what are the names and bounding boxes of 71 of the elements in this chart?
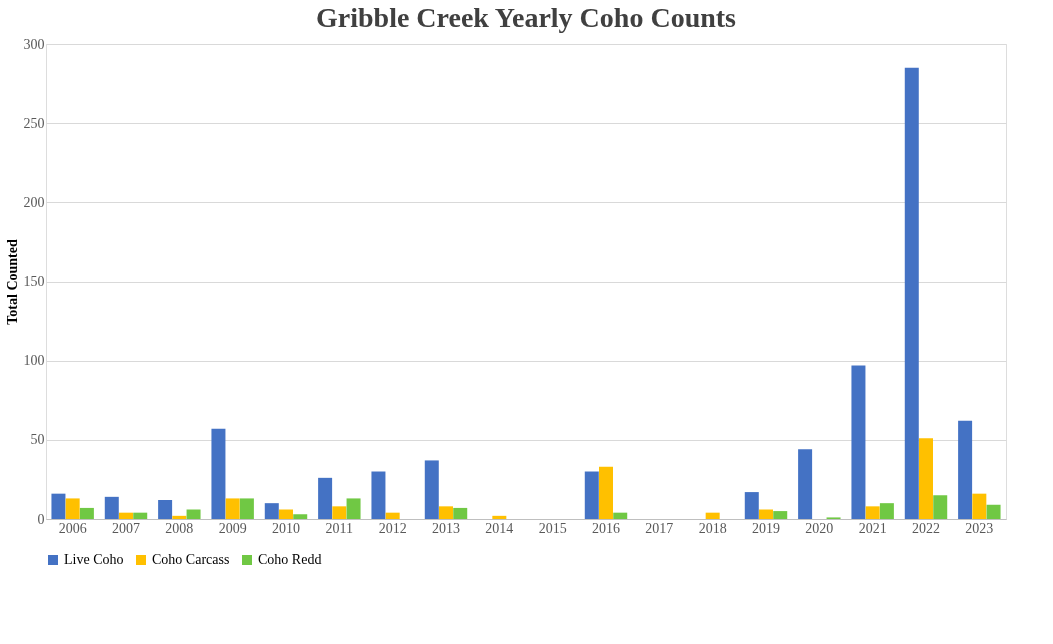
x-tick-label: 2008 xyxy=(165,520,194,536)
bar xyxy=(439,506,453,519)
x-tick-label: 2007 xyxy=(112,520,140,536)
bar xyxy=(865,506,880,519)
bar xyxy=(798,449,813,519)
x-tick-label: 2014 xyxy=(485,520,514,536)
bar xyxy=(744,492,759,519)
bar xyxy=(225,498,240,519)
y-tick-label: 300 xyxy=(23,36,45,52)
bar xyxy=(492,515,507,519)
x-tick-label: 2013 xyxy=(432,520,460,536)
x-tick-label: 2017 xyxy=(645,520,674,536)
bar xyxy=(705,512,720,519)
bar xyxy=(613,512,628,519)
x-tick-label: 2021 xyxy=(858,520,887,536)
bar xyxy=(385,512,400,519)
bar xyxy=(453,507,468,519)
bar xyxy=(958,420,973,519)
x-tick-label: 2011 xyxy=(325,520,354,536)
x-tick-label: 2016 xyxy=(592,520,620,536)
legend-label: Coho Carcass xyxy=(152,552,230,567)
bar xyxy=(986,504,1001,519)
bar xyxy=(584,471,599,519)
x-tick-label: 2015 xyxy=(538,520,567,536)
bar xyxy=(773,511,788,519)
bar xyxy=(264,503,279,519)
y-tick-label: 150 xyxy=(23,274,45,289)
bar xyxy=(318,477,333,519)
x-tick-label: 2010 xyxy=(272,520,300,536)
x-tick-label: 2020 xyxy=(805,520,834,536)
bar xyxy=(424,460,439,519)
x-tick-label: 2009 xyxy=(218,520,247,536)
bar xyxy=(759,509,773,519)
y-tick-label: 0 xyxy=(37,511,45,527)
bar xyxy=(104,496,119,519)
y-tick-label: 250 xyxy=(23,115,45,131)
bar xyxy=(172,515,187,519)
bar xyxy=(293,514,308,519)
bar xyxy=(972,493,987,519)
bar xyxy=(346,498,361,519)
bar xyxy=(919,438,933,519)
bar xyxy=(851,365,866,519)
bar xyxy=(599,466,613,519)
bar xyxy=(933,495,948,519)
bar xyxy=(879,503,894,519)
bar xyxy=(186,509,201,519)
y-tick-label: 200 xyxy=(23,194,45,210)
legend-label: Live Coho xyxy=(64,552,124,567)
y-tick-label: 100 xyxy=(23,353,45,369)
bar xyxy=(133,512,148,519)
x-tick-label: 2012 xyxy=(378,520,407,536)
x-tick-label: 2019 xyxy=(752,520,780,536)
x-tick-label: 2023 xyxy=(965,520,994,536)
y-tick-label: 50 xyxy=(30,432,45,448)
bar xyxy=(65,498,80,519)
x-tick-label: 2022 xyxy=(912,520,940,536)
bar xyxy=(239,498,254,519)
bar xyxy=(904,67,919,519)
x-tick-label: 2006 xyxy=(58,520,87,536)
legend-label: Coho Redd xyxy=(258,552,322,567)
bar xyxy=(371,471,386,519)
x-tick-label: 2018 xyxy=(698,520,727,536)
bar xyxy=(119,512,133,519)
bar xyxy=(51,493,66,519)
bar xyxy=(158,500,173,519)
chart-title: Gribble Creek Yearly Coho Counts xyxy=(316,2,737,33)
y-axis-title: Total Counted xyxy=(4,239,20,325)
bar xyxy=(279,509,293,519)
bar xyxy=(211,428,226,519)
bar xyxy=(332,506,347,519)
bar xyxy=(79,507,94,519)
